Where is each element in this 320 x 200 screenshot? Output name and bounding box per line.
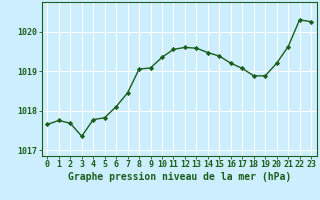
X-axis label: Graphe pression niveau de la mer (hPa): Graphe pression niveau de la mer (hPa) bbox=[68, 172, 291, 182]
